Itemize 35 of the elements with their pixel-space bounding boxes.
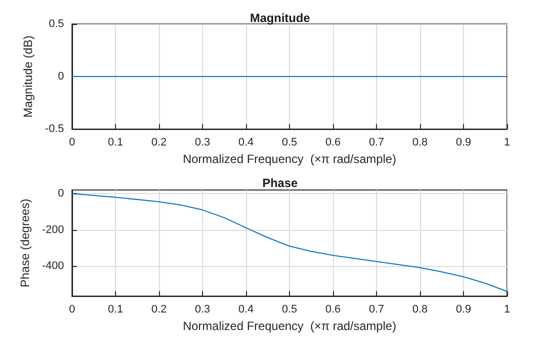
x-tick-label: 0.3 [194, 136, 210, 149]
x-tick-label: 0.5 [282, 136, 298, 149]
x-tick-label: 1 [504, 304, 510, 316]
x-axis-title: Normalized Frequency (×π rad/sample) [182, 319, 396, 333]
x-tick-label: 0.6 [325, 136, 341, 149]
y-tick-label: 0.5 [48, 18, 64, 30]
x-tick-label: 0.2 [151, 136, 167, 149]
x-tick-label: 0.2 [151, 304, 167, 316]
x-tick-label: 1 [504, 136, 510, 149]
x-tick-label: 0.9 [456, 304, 472, 316]
y-tick-label: -0.5 [45, 123, 64, 136]
line-series [72, 193, 508, 292]
x-tick-label: 0 [68, 136, 76, 149]
x-tick-label: 0.5 [282, 304, 298, 316]
x-tick-label: 0.1 [108, 136, 124, 149]
x-tick-label: 0.7 [368, 136, 384, 149]
x-tick-label: 0 [68, 304, 76, 316]
y-tick-label: 0 [58, 70, 64, 83]
x-tick-label: 0.8 [412, 304, 428, 316]
x-tick-label: 0.8 [412, 136, 428, 149]
chart-title: Phase [262, 176, 298, 190]
x-tick-label: 0.1 [108, 304, 124, 316]
x-tick-label: 0.7 [368, 304, 384, 316]
x-tick-label: 0.6 [325, 304, 341, 316]
y-tick-label: -400 [42, 260, 64, 272]
x-tick-label: 0.9 [456, 136, 472, 149]
y-tick-label: 0 [58, 188, 64, 200]
y-tick-label: -200 [42, 224, 64, 236]
x-tick-label: 0.4 [238, 304, 254, 316]
x-axis-title: Normalized Frequency (×π rad/sample) [182, 152, 396, 166]
y-axis-title: Phase (degrees) [18, 198, 32, 288]
x-tick-label: 0.4 [238, 136, 254, 149]
x-tick-label: 0.3 [194, 304, 210, 316]
chart-title: Magnitude [250, 11, 310, 25]
y-axis-title: Magnitude (dB) [21, 36, 36, 118]
